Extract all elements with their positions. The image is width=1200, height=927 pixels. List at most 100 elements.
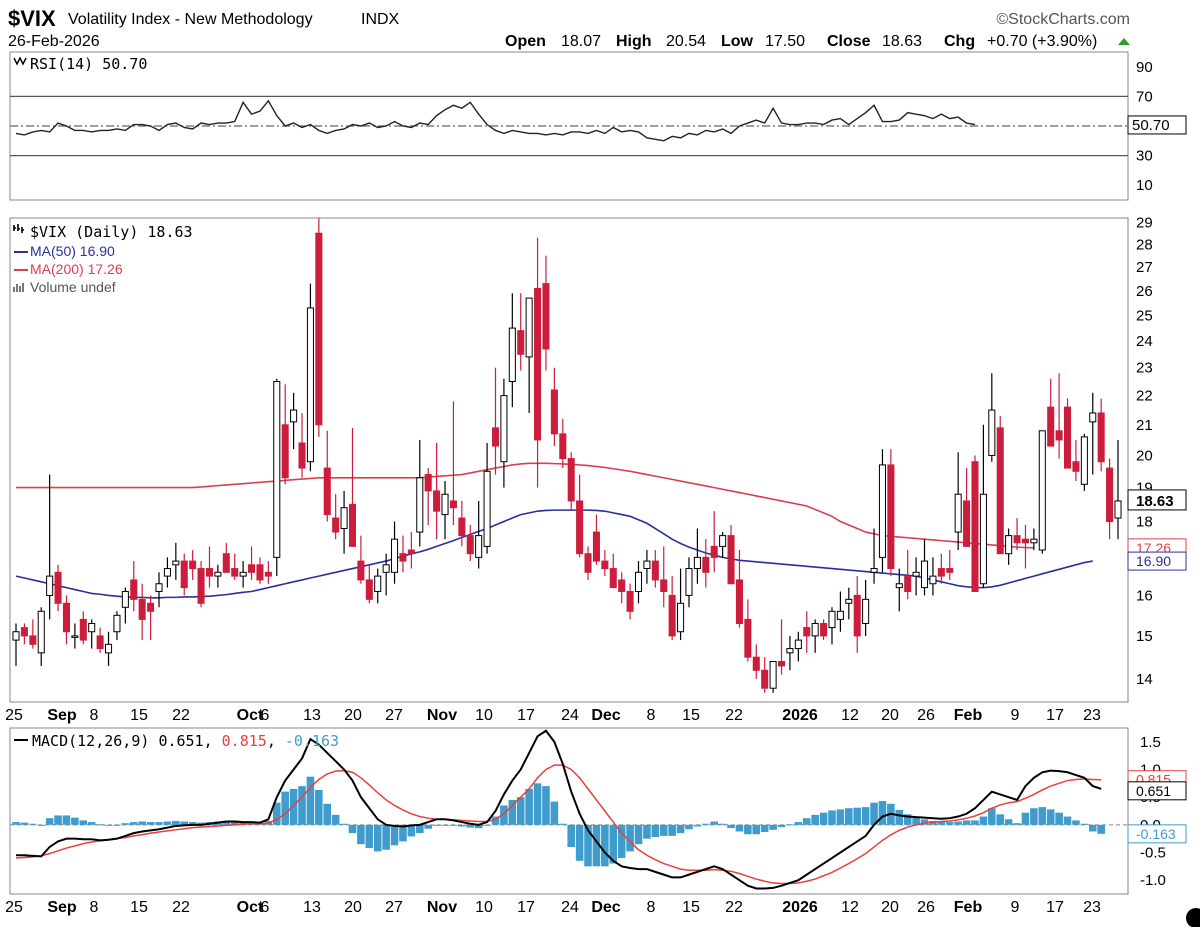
macd-panel — [9, 727, 1129, 895]
candle-body — [231, 568, 239, 577]
macd-histogram-bar — [1046, 809, 1055, 825]
chg-label: Chg — [944, 33, 975, 50]
macd-histogram-bar — [1030, 808, 1038, 825]
candle-body — [264, 571, 272, 577]
candle-body — [1038, 430, 1046, 551]
macd-histogram-bar — [416, 824, 424, 834]
price-tick-label: 22 — [1136, 388, 1153, 405]
candle-body — [79, 618, 87, 641]
candle-body — [979, 493, 987, 585]
macd-histogram-bar — [802, 818, 811, 825]
symbol: $VIX — [8, 6, 56, 31]
macd-histogram-bar — [373, 824, 382, 852]
price-tick-label: 24 — [1136, 333, 1153, 350]
candle-body — [946, 568, 954, 573]
candle-body — [584, 553, 592, 573]
macd-histogram-bar — [1004, 819, 1013, 825]
candle-body — [424, 474, 432, 492]
x-axis-label: 20 — [881, 707, 899, 724]
candle-body — [1047, 406, 1055, 447]
x-axis-label: 6 — [261, 707, 270, 724]
close-label: Close — [827, 33, 871, 50]
macd-histogram-bar — [861, 807, 870, 825]
macd-histogram-bar — [20, 822, 29, 825]
candle-body — [735, 579, 743, 624]
macd-signal-line — [15, 764, 1102, 885]
candle-body — [449, 500, 457, 509]
candle-body — [643, 560, 651, 570]
candle-body — [281, 424, 289, 479]
macd-histogram-bar — [651, 824, 660, 838]
x-axis-label: 25 — [5, 707, 23, 724]
macd-histogram-bar — [390, 824, 399, 846]
candle-body — [794, 639, 802, 650]
candle-body — [534, 287, 542, 441]
x-axis-label: Oct — [237, 707, 264, 724]
macd-histogram-bar — [508, 799, 517, 825]
macd-histogram-bar — [441, 824, 449, 826]
candle-body — [1013, 535, 1021, 544]
candle-body — [1097, 412, 1105, 463]
macd-histogram-bar — [1021, 812, 1030, 825]
rsi-line — [15, 99, 976, 142]
candle-body — [374, 575, 382, 593]
x-axis-label: 23 — [1083, 899, 1101, 916]
candle-body — [54, 571, 62, 604]
candle-body — [29, 635, 37, 645]
close-last-box — [1127, 489, 1187, 511]
macd-histogram-bar — [365, 824, 374, 849]
candle-body — [105, 643, 113, 654]
macd-histogram-bar — [163, 821, 172, 825]
macd-histogram-bar — [382, 824, 390, 850]
candle-body — [155, 583, 163, 593]
x-axis-label: Sep — [47, 899, 77, 916]
x-axis-label: 25 — [5, 899, 23, 916]
candle-body — [315, 232, 323, 426]
chart-date: 26-Feb-2026 — [8, 33, 100, 50]
candle-body — [12, 631, 20, 641]
candle-body — [96, 635, 104, 650]
macd-histogram-bar — [727, 824, 735, 829]
macd-histogram-bar — [54, 815, 62, 825]
candle-body — [567, 458, 575, 502]
macd-histogram-bar — [1055, 812, 1063, 825]
candle-body — [290, 409, 298, 423]
macd-histogram-bar — [180, 821, 189, 825]
x-axis-label: Nov — [427, 899, 457, 916]
price-tick-label: 28 — [1136, 236, 1153, 253]
candle-body — [306, 307, 314, 463]
x-axis-label: 22 — [172, 707, 190, 724]
macd-histogram-bar — [466, 824, 475, 828]
candle-body — [677, 602, 685, 633]
macd-histogram-bar — [340, 823, 348, 825]
macd-histogram-bar — [718, 823, 727, 825]
price-legend-text: $VIX (Daily) 18.63 — [30, 223, 193, 241]
macd-histogram-bar — [668, 824, 676, 836]
macd-histogram-bar — [491, 816, 500, 825]
price-tick-label: 16 — [1136, 587, 1153, 604]
candle-body — [475, 535, 483, 558]
candle-body — [862, 598, 870, 624]
macd-histogram-bar — [1080, 823, 1089, 825]
macd-tick-label: -0.5 — [1140, 845, 1166, 862]
candle-body — [870, 568, 878, 573]
candle-body — [601, 560, 609, 570]
macd-histogram-bar — [702, 823, 710, 825]
macd-histogram-bar — [230, 821, 239, 825]
candle-body — [491, 427, 500, 447]
x-axis-label: 9 — [1011, 899, 1020, 916]
candle-body — [1089, 412, 1097, 423]
candle-body — [904, 575, 912, 593]
x-axis-label: 2026 — [782, 899, 818, 916]
candle-body — [719, 535, 727, 547]
price-tick-label: 15 — [1136, 628, 1153, 645]
macd-histogram-bar — [584, 824, 592, 867]
candle-body — [1021, 538, 1029, 544]
high-value: 20.54 — [666, 33, 706, 50]
macd-histogram-bar — [903, 814, 912, 825]
rsi-tick-label: 70 — [1136, 88, 1153, 105]
candle-body — [138, 598, 146, 620]
macd-histogram-bar — [96, 824, 104, 826]
x-axis-label: Sep — [47, 707, 77, 724]
